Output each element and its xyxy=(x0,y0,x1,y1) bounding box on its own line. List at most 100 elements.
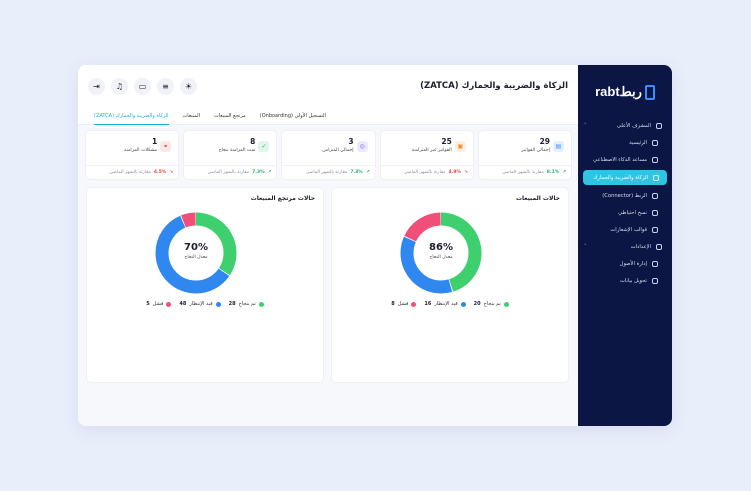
returns-donut-chart xyxy=(155,212,237,294)
logo-text: rabtربط xyxy=(595,84,642,99)
success-rate-label: معدل النجاح xyxy=(184,255,208,260)
sidebar-item-label: المشرف الأعلى xyxy=(616,122,651,129)
nav-item-icon xyxy=(652,156,658,163)
sidebar: rabtربط المشرف الأعلى ˅ الرئيسية مساعد الذك… xyxy=(578,65,672,426)
stat-footer: ↘ 4.5% مقارنة بالشهر الماضي xyxy=(85,165,179,179)
legend-count: 5 xyxy=(146,301,150,307)
main-content: ⇥ ♫ ▭ ≡ ☀ الزكاة والضريبة والجمارك (ZATC… xyxy=(78,65,578,426)
sidebar-item[interactable]: الإعدادات ˅ xyxy=(578,238,672,255)
sun-icon[interactable]: ☀ xyxy=(180,77,197,95)
trend-percent: 7.3% xyxy=(252,170,265,175)
sidebar-item-label: الإعدادات xyxy=(630,243,651,250)
nav-item-icon xyxy=(656,243,662,250)
donut-slice-1 xyxy=(155,212,237,294)
trend-note: مقارنة بالشهر الماضي xyxy=(502,170,544,175)
stat-icon: ▤ xyxy=(553,141,564,152)
success-rate-label: معدل النجاح xyxy=(429,255,453,260)
sidebar-item[interactable]: نسخ احتياطي xyxy=(578,204,672,221)
legend-item: تم بنجاح 20 xyxy=(474,301,509,307)
trend-percent: 7.3% xyxy=(350,170,363,175)
sales-donut-chart xyxy=(400,212,482,294)
legend-dot xyxy=(215,301,221,307)
sidebar-item[interactable]: تحويل بيانات xyxy=(578,272,672,289)
sidebar-item[interactable]: الزكاة والضريبة والجمارك xyxy=(583,170,667,185)
trend-percent: 8.1% xyxy=(546,170,560,175)
menu-icon[interactable]: ≡ xyxy=(157,77,174,95)
tab[interactable]: التسجيل الأولي (Onboarding) xyxy=(259,112,326,119)
stat-icon: ◎ xyxy=(356,141,368,152)
legend-item: فشل 5 xyxy=(146,301,172,307)
nav-item-icon xyxy=(656,122,662,129)
sales-status-panel: حالات المبيعات 86% معدل النجاح تم بنجاح 2… xyxy=(331,187,569,383)
sidebar-item[interactable]: الربط (Connector) xyxy=(578,187,672,204)
header-actions: ⇥ ♫ ▭ ≡ ☀ xyxy=(88,77,197,95)
legend-dot xyxy=(258,301,264,307)
legend-label: تم بنجاح xyxy=(238,301,256,307)
sidebar-item-label: الزكاة والضريبة والجمارك xyxy=(593,174,648,181)
legend-count: 28 xyxy=(228,301,236,307)
legend-dot xyxy=(503,301,509,307)
sidebar-item[interactable]: إدارة الأصول xyxy=(578,255,672,272)
sidebar-item-label: تحويل بيانات xyxy=(620,277,647,284)
sidebar-item[interactable]: المشرف الأعلى ˅ xyxy=(578,117,672,134)
stat-card: ◎ 3 إجمالي المتزامن ↗ 7.3% مقارنة بالشهر الما… xyxy=(281,130,376,180)
legend-count: 8 xyxy=(391,301,395,307)
trend-note: مقارنة بالشهر الماضي xyxy=(207,170,250,175)
stat-card: ▣ 25 الفواتير غير المتزامنة ↘ 4.9% مقارنة بال… xyxy=(379,130,474,180)
trend-note: مقارنة بالشهر الماضي xyxy=(404,170,446,175)
stat-footer: ↗ 7.3% مقارنة بالشهر الماضي xyxy=(184,165,277,179)
stat-footer: ↗ 7.3% مقارنة بالشهر الماضي xyxy=(282,165,375,179)
sidebar-item[interactable]: مساعد الذكاء الاصطناعي xyxy=(578,151,672,168)
legend-label: قيد الإنتظار xyxy=(189,301,213,307)
legend-label: قيد الإنتظار xyxy=(434,301,458,307)
stat-icon: ⚭ xyxy=(160,141,172,152)
trend-note: مقارنة بالشهر الماضي xyxy=(305,170,348,175)
stat-icon: ✓ xyxy=(258,141,270,152)
sidebar-item[interactable]: قوالب الإشعارات xyxy=(578,221,672,238)
logo: rabtربط xyxy=(578,65,672,105)
legend-label: تم بنجاح xyxy=(483,301,501,307)
donut-slice-0 xyxy=(155,212,237,294)
stat-value: 1 xyxy=(151,137,158,146)
tab[interactable]: المبيعات xyxy=(182,112,200,119)
stat-label: تمت المزامنة بنجاح xyxy=(218,148,256,153)
tab[interactable]: مرتجع المبيعات xyxy=(213,112,246,119)
legend-label: فشل xyxy=(397,301,409,307)
nav-item-icon xyxy=(652,139,658,146)
panel-title: حالات مرتجع المبيعات xyxy=(250,195,315,202)
stat-label: مشكلات المزامنة xyxy=(124,148,158,153)
legend-dot xyxy=(411,301,417,307)
monitor-icon[interactable]: ▭ xyxy=(134,77,151,95)
bell-icon[interactable]: ♫ xyxy=(111,77,128,95)
tab[interactable]: الزكاة والضريبة والجمارك (ZATCA) xyxy=(94,107,169,125)
sidebar-nav: المشرف الأعلى ˅ الرئيسية مساعد الذكاء الاصط… xyxy=(578,117,672,289)
panel-title: حالات المبيعات xyxy=(515,195,560,202)
nav-item-icon xyxy=(652,277,658,284)
stat-footer: ↘ 4.9% مقارنة بالشهر الماضي xyxy=(380,165,473,179)
legend-label: فشل xyxy=(152,301,164,307)
legend-item: تم بنجاح 28 xyxy=(229,301,264,307)
returns-status-panel: حالات مرتجع المبيعات 70% معدل النجاح تم … xyxy=(86,187,324,383)
trend-percent: 4.5% xyxy=(153,170,167,175)
trend-note: مقارنة بالشهر الماضي xyxy=(109,170,151,175)
sidebar-item-label: الرئيسية xyxy=(629,139,647,146)
stat-label: إجمالي المتزامن xyxy=(322,148,354,153)
stat-value: 3 xyxy=(348,137,354,146)
stat-footer: ↗ 8.1% مقارنة بالشهر الماضي xyxy=(478,165,571,179)
logout-icon[interactable]: ⇥ xyxy=(88,77,105,95)
nav-item-icon xyxy=(652,226,658,233)
stat-card: ✓ 8 تمت المزامنة بنجاح ↗ 7.3% مقارنة بالشهر ا… xyxy=(183,130,278,180)
chart-legend: تم بنجاح 28 قيد الإنتظار 48 فشل 5 xyxy=(87,301,323,307)
page-title: الزكاة والضريبة والجمارك (ZATCA) xyxy=(420,81,568,91)
legend-count: 20 xyxy=(473,301,481,307)
nav-item-icon xyxy=(652,260,658,267)
stat-cards: ▤ 29 إجمالي الفواتير ↗ 8.1% مقارنة بالشهر الم… xyxy=(84,130,572,180)
chevron-down-icon: ˅ xyxy=(584,122,587,129)
nav-item-icon xyxy=(652,192,658,199)
legend-dot xyxy=(460,301,466,307)
donut-slice-0 xyxy=(400,212,482,294)
legend-count: 48 xyxy=(179,301,187,307)
stat-value: 25 xyxy=(441,137,452,146)
sidebar-item[interactable]: الرئيسية xyxy=(578,134,672,151)
stat-card: ▤ 29 إجمالي الفواتير ↗ 8.1% مقارنة بالشهر الم… xyxy=(477,130,572,180)
